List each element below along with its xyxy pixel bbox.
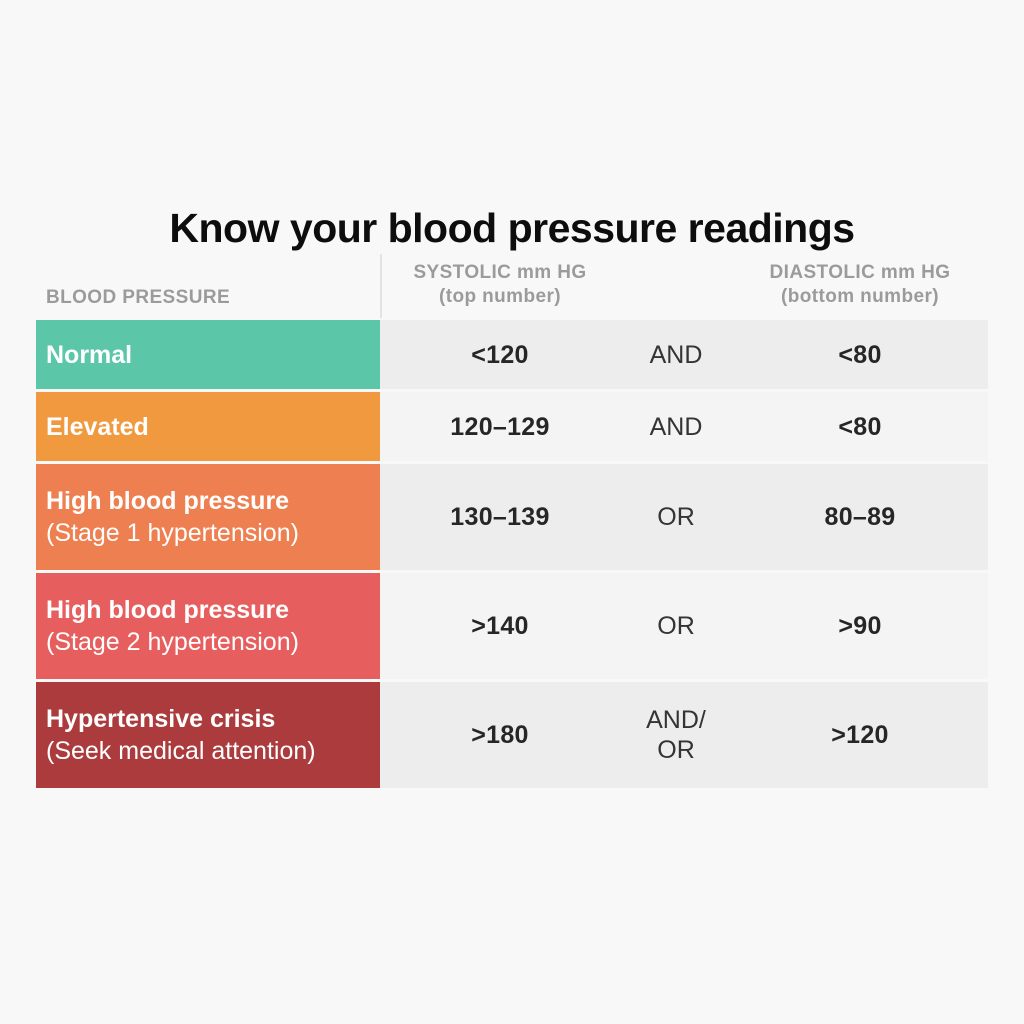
connector-value-line2: OR [657,736,695,764]
diastolic-cell: 80–89 [732,464,988,570]
header-diastolic: DIASTOLIC mm HG (bottom number) [732,252,988,318]
table-row-normal: Normal <120 AND <80 [36,320,988,389]
systolic-cell: >180 [380,682,620,788]
systolic-cell: 130–139 [380,464,620,570]
table-row-stage2: High blood pressure (Stage 2 hypertensio… [36,573,988,679]
connector-value: AND/ [646,706,706,734]
diastolic-value: >90 [838,612,882,640]
category-label: Hypertensive crisis [46,705,276,733]
header-systolic: SYSTOLIC mm HG (top number) [380,252,620,318]
category-sublabel: (Seek medical attention) [46,737,316,765]
header-category-label: BLOOD PRESSURE [46,287,231,309]
category-sublabel: (Stage 1 hypertension) [46,519,299,547]
systolic-value: 120–129 [450,412,550,441]
header-category: BLOOD PRESSURE [36,252,380,318]
page-title: Know your blood pressure readings [169,205,855,252]
table-row-crisis: Hypertensive crisis (Seek medical attent… [36,682,988,788]
diastolic-cell: <80 [732,392,988,461]
diastolic-cell: >90 [732,573,988,679]
diastolic-value: <80 [838,340,882,369]
systolic-value: >140 [471,612,529,640]
systolic-value: <120 [471,340,529,369]
connector-cell: AND [620,392,732,461]
systolic-cell: >140 [380,573,620,679]
table-row-elevated: Elevated 120–129 AND <80 [36,392,988,461]
systolic-cell: 120–129 [380,392,620,461]
systolic-cell: <120 [380,320,620,389]
diastolic-cell: >120 [732,682,988,788]
diastolic-value: <80 [838,412,882,441]
connector-value: OR [657,612,695,640]
header-diastolic-line2: (bottom number) [781,286,939,307]
connector-value: AND [649,340,703,369]
category-cell: Hypertensive crisis (Seek medical attent… [36,682,380,788]
category-cell: Normal [36,320,380,389]
connector-cell: OR [620,464,732,570]
category-cell: High blood pressure (Stage 2 hypertensio… [36,573,380,679]
category-cell: High blood pressure (Stage 1 hypertensio… [36,464,380,570]
header-systolic-line2: (top number) [439,286,561,307]
connector-cell: AND [620,320,732,389]
header-systolic-line1: SYSTOLIC mm HG [413,262,587,284]
connector-value: OR [657,503,695,531]
header-diastolic-line1: DIASTOLIC mm HG [769,262,951,284]
blood-pressure-table: BLOOD PRESSURE SYSTOLIC mm HG (top numbe… [36,252,988,791]
category-sublabel: (Stage 2 hypertension) [46,628,299,656]
table-row-stage1: High blood pressure (Stage 1 hypertensio… [36,464,988,570]
connector-value: AND [649,412,703,441]
connector-cell: OR [620,573,732,679]
category-label: Elevated [46,412,149,441]
header-connector-spacer [620,252,732,318]
category-label: High blood pressure [46,596,290,624]
table-header-row: BLOOD PRESSURE SYSTOLIC mm HG (top numbe… [36,252,988,318]
diastolic-value: 80–89 [824,503,896,531]
systolic-value: 130–139 [450,503,550,531]
header-divider [380,254,382,318]
diastolic-value: >120 [831,721,889,749]
connector-cell: AND/ OR [620,682,732,788]
category-label: High blood pressure [46,487,290,515]
systolic-value: >180 [471,721,529,749]
category-cell: Elevated [36,392,380,461]
diastolic-cell: <80 [732,320,988,389]
category-label: Normal [46,340,133,369]
